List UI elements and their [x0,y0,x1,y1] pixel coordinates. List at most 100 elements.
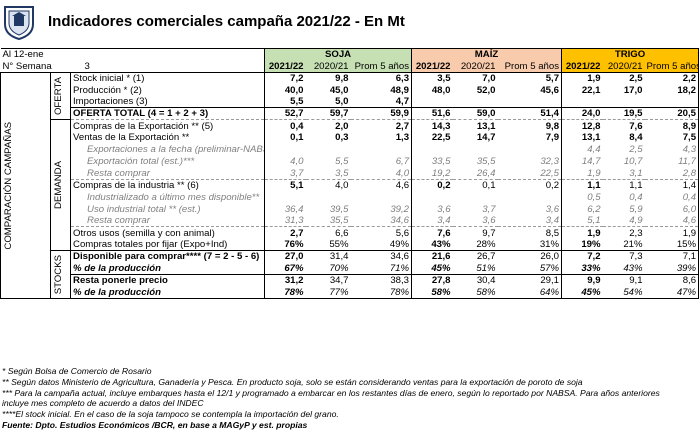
table-cell: 45,0 [329,84,349,96]
table-cell: 1,1 [602,178,645,192]
table-cell: 2,0 [305,119,351,132]
table-cell: 0,4 [629,191,643,203]
table-cell: 13,1 [561,131,603,144]
table-cell: 26,7 [452,250,498,263]
table-cell: 26,0 [497,250,562,263]
table-cell: 22,1 [561,84,603,97]
row-label: Resta comprar [87,215,150,227]
table-cell: 2,7 [350,119,412,132]
table-cell: 7,9 [545,132,560,144]
table-cell: 3,4 [545,215,560,227]
table-cell: 5,1 [561,215,603,227]
table-cell: 35,5 [476,156,496,168]
table-cell: 77% [305,286,351,299]
table-cell: 0,5 [561,191,603,204]
table-cell: 5,0 [335,96,349,108]
indicators-table: Al 12-ene SOJA MAÍZ TRIGO N° Semana 3 20… [0,48,700,299]
row-label: Compras de la industria ** (6) [70,178,265,192]
table-cell: 4,4 [561,143,603,156]
table-cell [411,96,453,108]
row-label: Compras totales por fijar (Expo+Ind) [73,239,228,251]
table-cell: 1,9 [561,167,603,180]
table-cell: 0,2 [411,178,453,192]
table-cell: 20,5 [644,107,700,120]
table-cell: 27,0 [264,250,306,263]
crop-trigo-header: TRIGO [561,48,700,61]
table-row: Exportaciones a la fecha (preliminar-NAB… [1,143,700,156]
table-cell: 7,6 [411,226,453,239]
table-cell: 45% [561,286,603,299]
table-cell: 6,0 [644,203,700,216]
table-cell: 3,6 [482,215,496,227]
table-cell [453,96,498,108]
table-cell: 67% [264,262,306,275]
maiz-col-2020: 2020/21 [452,60,498,73]
table-cell [351,191,412,203]
group-label-oferta: OFERTA [49,71,72,120]
table-row: Resta comprar 3,7 3,5 4,0 19,2 26,4 22,5 1,9 3,1… [1,167,700,180]
table-row: Otros usos (semilla y con animal) 2,7 6,6 5… [1,226,700,239]
table-cell: 71% [389,262,410,274]
column-header-row: N° Semana 3 2021/22 2020/21 Prom 5 años … [0,60,700,73]
row-label: Producción * (2) [73,84,142,96]
table-cell: 13,1 [452,119,498,132]
table-cell: 39,2 [390,203,410,215]
table-cell: 19% [561,238,603,251]
table-cell: 6,2 [561,203,603,216]
footnote: *** Para la campaña actual, incluye emba… [2,387,660,398]
row-label: Ventas de la Exportación ** [73,132,190,144]
table-cell: 55% [329,239,349,251]
table-cell: 11,7 [644,155,700,168]
footnote: ** Según datos Ministerio de Agricultura… [2,376,583,387]
table-cell: 18,2 [644,84,700,97]
table-cell [453,191,498,203]
table-cell: 40,0 [264,84,306,97]
footnotes: * Según Bolsa de Comercio de Rosario ** … [2,366,698,431]
table-cell: 4,9 [629,215,643,227]
table-cell: 39% [644,262,700,275]
table-cell: 59,9 [350,107,412,120]
week-value: 3 [70,60,265,73]
table-row: Importaciones (3) 5,5 5,0 4,7 [1,96,700,108]
table-cell [498,191,562,203]
table-cell: 51% [476,262,496,274]
table-cell: 54% [602,286,645,299]
table-cell: 34,6 [390,215,410,227]
source-note: Fuente: Dpto. Estudios Económicos /BCR, … [2,419,308,430]
maiz-col-prom: Prom 5 años [497,60,562,73]
table-cell: 7,3 [602,250,645,263]
table-cell: 14,7 [476,132,496,144]
table-cell: 59,0 [452,107,498,120]
group-label-text: STOCKS [53,254,64,295]
soja-col-2021: 2021/22 [264,60,306,73]
table-cell: 34,7 [305,274,351,287]
table-cell: 3,7 [482,203,496,215]
table-cell: 14,7 [561,155,603,168]
trigo-col-2021: 2021/22 [561,60,603,73]
table-row: OFERTA TOTAL (4 = 1 + 2 + 3) 52,7 59,7 59,9… [1,107,700,120]
table-cell: 14,3 [411,119,453,132]
soja-col-2020: 2020/21 [305,60,351,73]
table-cell: 36,4 [264,203,306,216]
table-cell: 2,5 [629,144,643,156]
row-label: Resta comprar [87,167,150,179]
table-cell [603,96,645,108]
table-cell: 4,6 [350,178,412,192]
table-cell: 2,8 [644,167,700,180]
table-cell: 70% [329,262,349,274]
table-cell: 3,6 [545,203,560,215]
row-label: Disponible para comprar**** (7 = 2 - 5 -… [70,250,265,263]
table-cell: 7,6 [602,119,645,132]
table-cell: 2,2 [644,72,700,85]
table-cell: 7,2 [264,72,306,85]
table-cell: 31,2 [264,274,306,287]
trigo-col-2020: 2020/21 [602,60,645,73]
table-cell: 24,0 [561,107,603,120]
footnote: incluye mes completo de acuerdo a datos … [2,398,204,409]
table-cell: 26,4 [476,167,496,179]
table-cell: 28% [476,239,496,251]
trigo-col-prom: Prom 5 años [644,60,700,73]
table-cell: 48,9 [390,84,410,96]
table-cell: 9,7 [452,226,498,239]
table-cell: 0,4 [264,119,306,132]
